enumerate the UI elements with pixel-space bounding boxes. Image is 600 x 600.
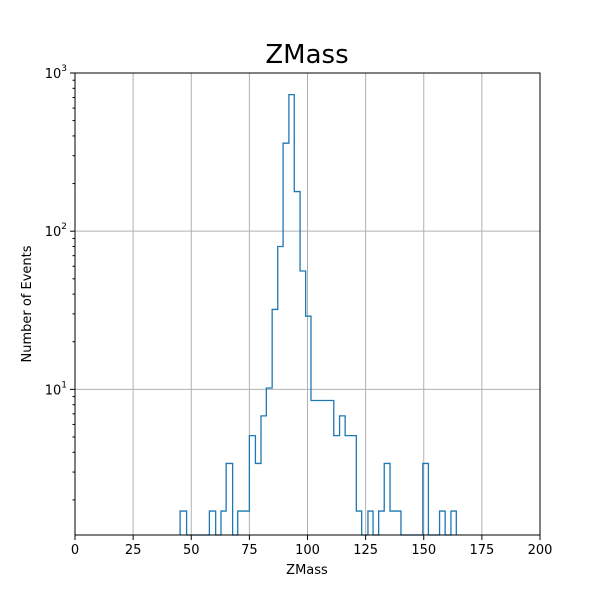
y-tick-label: 103 bbox=[45, 64, 67, 82]
x-tick-label: 175 bbox=[469, 543, 494, 558]
y-tick-base: 10 bbox=[45, 67, 62, 82]
histogram-step-line bbox=[179, 93, 457, 536]
x-axis-ticks: 0 25 50 75 100 125 150 175 200 bbox=[71, 535, 553, 558]
x-axis-label: ZMass bbox=[286, 563, 328, 578]
x-tick-label: 50 bbox=[183, 543, 200, 558]
y-tick-base: 10 bbox=[45, 225, 62, 240]
x-tick-label: 0 bbox=[71, 543, 79, 558]
y-tick-base: 10 bbox=[45, 383, 62, 398]
x-tick-label: 25 bbox=[125, 543, 142, 558]
y-tick-label: 101 bbox=[45, 380, 67, 398]
y-axis-label: Number of Events bbox=[20, 245, 35, 362]
x-tick-label: 75 bbox=[241, 543, 258, 558]
y-tick-exponent: 3 bbox=[61, 64, 67, 74]
chart-title: ZMass bbox=[265, 40, 348, 70]
grid-lines bbox=[74, 73, 541, 535]
y-tick-label: 102 bbox=[45, 222, 67, 240]
x-tick-label: 125 bbox=[353, 543, 378, 558]
x-tick-label: 150 bbox=[411, 543, 436, 558]
y-tick-exponent: 1 bbox=[61, 380, 67, 390]
y-tick-exponent: 2 bbox=[61, 222, 67, 232]
x-tick-label: 200 bbox=[528, 543, 553, 558]
x-tick-label: 100 bbox=[295, 543, 320, 558]
